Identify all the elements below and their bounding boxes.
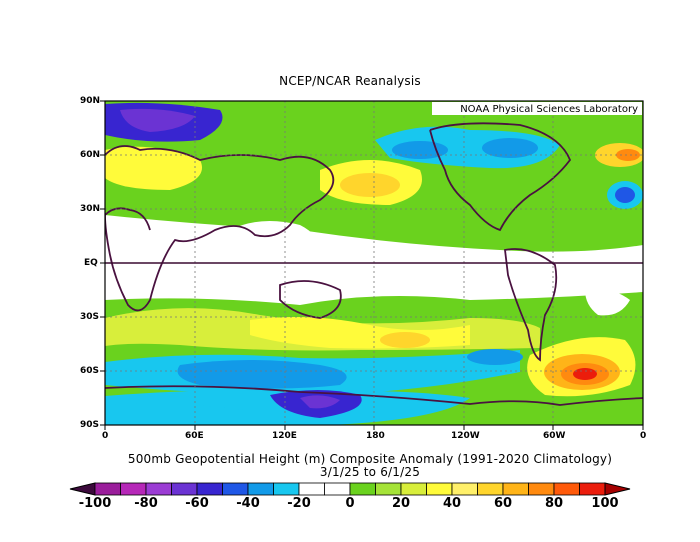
colorbar-cell (349, 482, 376, 496)
coast-africa-eurasia (105, 145, 335, 312)
colorbar-cell (400, 482, 427, 496)
credit-text: NOAA Physical Sciences Laboratory (460, 104, 638, 115)
colorbar-label: 20 (391, 496, 411, 511)
lon-label-0: 0 (102, 431, 109, 441)
colorbar-cell (247, 482, 274, 496)
colorbar-cell (145, 482, 172, 496)
colorbar-cell (196, 482, 223, 496)
colorbar-cell (477, 482, 504, 496)
field-blue-antarctic-west (105, 403, 260, 425)
field-blue-core (177, 360, 347, 389)
field-blue-pacific-south (467, 349, 523, 365)
field-orange-pacific (340, 173, 400, 197)
field-yellow-europe (105, 146, 202, 190)
colorbar-cell (94, 482, 121, 496)
colorbar-label: 60 (493, 496, 513, 511)
lon-label-120w: 120W (451, 431, 480, 441)
colorbar-cell (171, 482, 198, 496)
lat-label-60n: 60N (80, 150, 101, 160)
colorbar-label: 80 (544, 496, 564, 511)
credit-box (432, 102, 642, 115)
lat-label-30s: 30S (80, 312, 100, 322)
colorbar-label: -60 (185, 496, 209, 511)
caption-line-2: 3/1/25 to 6/1/25 (319, 465, 421, 479)
lon-label-180: 180 (366, 431, 385, 441)
tick-marks (100, 100, 644, 430)
caption-line-1: 500mb Geopotential Height (m) Composite … (127, 452, 613, 466)
field-violet-antarctic (300, 395, 340, 409)
lon-label-120e: 120E (272, 431, 297, 441)
colorbar-arrow-low (69, 482, 96, 496)
coast-north-america (429, 122, 572, 232)
colorbar-arrow-high (604, 482, 631, 496)
colorbar-label: 40 (442, 496, 462, 511)
colorbar-cell (375, 482, 402, 496)
colorbar-cell (222, 482, 249, 496)
colorbar-cells (69, 482, 631, 496)
lon-label-60e: 60E (185, 431, 204, 441)
colorbar-cell (426, 482, 453, 496)
colorbar-cell (451, 482, 478, 496)
coast-antarctica (105, 385, 643, 406)
lat-label-eq: EQ (84, 258, 98, 268)
colorbar-label: -20 (287, 496, 311, 511)
field-violet-arctic (120, 108, 195, 132)
colorbar-cell (324, 482, 351, 496)
field-blue-core-canada (482, 138, 538, 158)
colorbar-label: -100 (78, 496, 112, 511)
colorbar-cell (579, 482, 606, 496)
colorbar-cell (553, 482, 580, 496)
chart-title: NCEP/NCAR Reanalysis (279, 74, 421, 88)
colorbar-cell (120, 482, 147, 496)
field-orange-south (380, 332, 430, 348)
lon-label-60w: 60W (543, 431, 566, 441)
coast-australia (279, 280, 342, 319)
field-neutral-atlantic (585, 288, 630, 316)
lon-label-0-east: 0 (640, 431, 647, 441)
lat-label-90s: 90S (80, 420, 100, 430)
lat-label-90n: 90N (80, 96, 101, 106)
colorbar-label: -40 (236, 496, 260, 511)
lat-label-60s: 60S (80, 366, 100, 376)
colorbar-label: 100 (591, 496, 619, 511)
field-orange-europe-core (616, 149, 640, 161)
colorbar-cell (273, 482, 300, 496)
lat-label-30n: 30N (80, 204, 101, 214)
coast-mediterranean (105, 207, 151, 231)
colorbar-label: -80 (134, 496, 158, 511)
colorbar-label: 0 (345, 496, 355, 511)
field-blue-atlantic-core (615, 187, 635, 203)
colorbar-cell (528, 482, 555, 496)
colorbar-cell (502, 482, 529, 496)
colorbar-cell (298, 482, 325, 496)
